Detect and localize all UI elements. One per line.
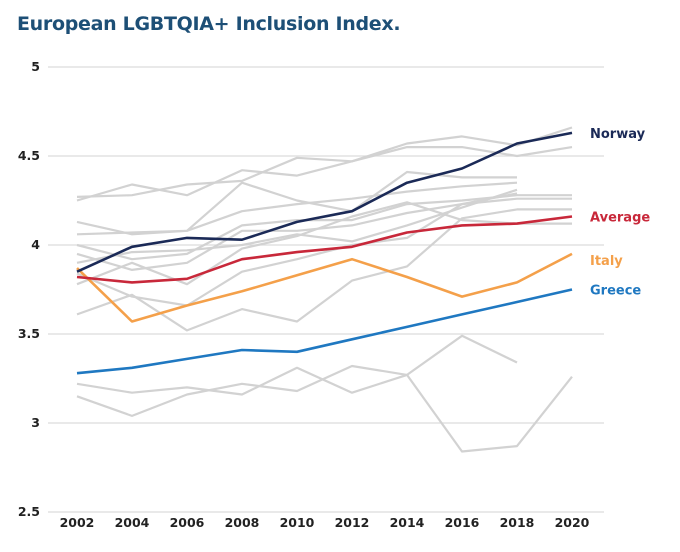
highlight-series [76,131,573,375]
series-label-italy: Italy [590,254,623,269]
series-line-norway [76,131,573,273]
background-series-line [76,192,518,307]
series-labels: Greece Italy Average Norway [590,127,650,299]
background-series-line [76,334,518,417]
x-tick-label: 2016 [445,515,480,530]
x-tick-label: 2012 [335,515,370,530]
x-tick-label: 2014 [390,515,425,530]
series-label-average: Average [590,211,650,226]
x-tick-label: 2018 [500,515,535,530]
x-tick-label: 2004 [115,515,150,530]
x-tick-label: 2006 [170,515,205,530]
series-line-average [76,215,573,284]
series-label-greece: Greece [590,284,641,299]
y-tick-label: 3 [31,415,40,430]
background-series-line [76,181,518,236]
y-tick-label: 4.5 [18,148,40,163]
gridlines [48,66,604,513]
background-series-line [76,197,572,271]
series-label-norway: Norway [590,127,646,142]
series-line-italy [76,252,573,323]
y-tick-label: 4 [31,237,40,252]
background-series-line [76,146,573,198]
y-tick-label: 2.5 [18,504,40,519]
y-tick-label: 3.5 [18,326,40,341]
background-series-line [76,201,572,286]
background-series [76,126,573,453]
series-line-greece [76,288,573,375]
x-tick-label: 2020 [555,515,590,530]
x-tick-label: 2002 [60,515,95,530]
x-tick-label: 2010 [280,515,315,530]
x-tick-label: 2008 [225,515,260,530]
background-series-line [76,126,573,202]
background-series-line [76,170,517,236]
chart-title: European LGBTQIA+ Inclusion Index. [17,13,401,35]
y-tick-label: 5 [31,59,40,74]
y-axis-ticks: 2.5 3 3.5 4 4.5 5 [18,59,40,519]
x-axis-ticks: 2002 2004 2006 2008 2010 2012 2014 2016 2018 2020 [60,515,590,530]
background-series-line [76,366,573,453]
